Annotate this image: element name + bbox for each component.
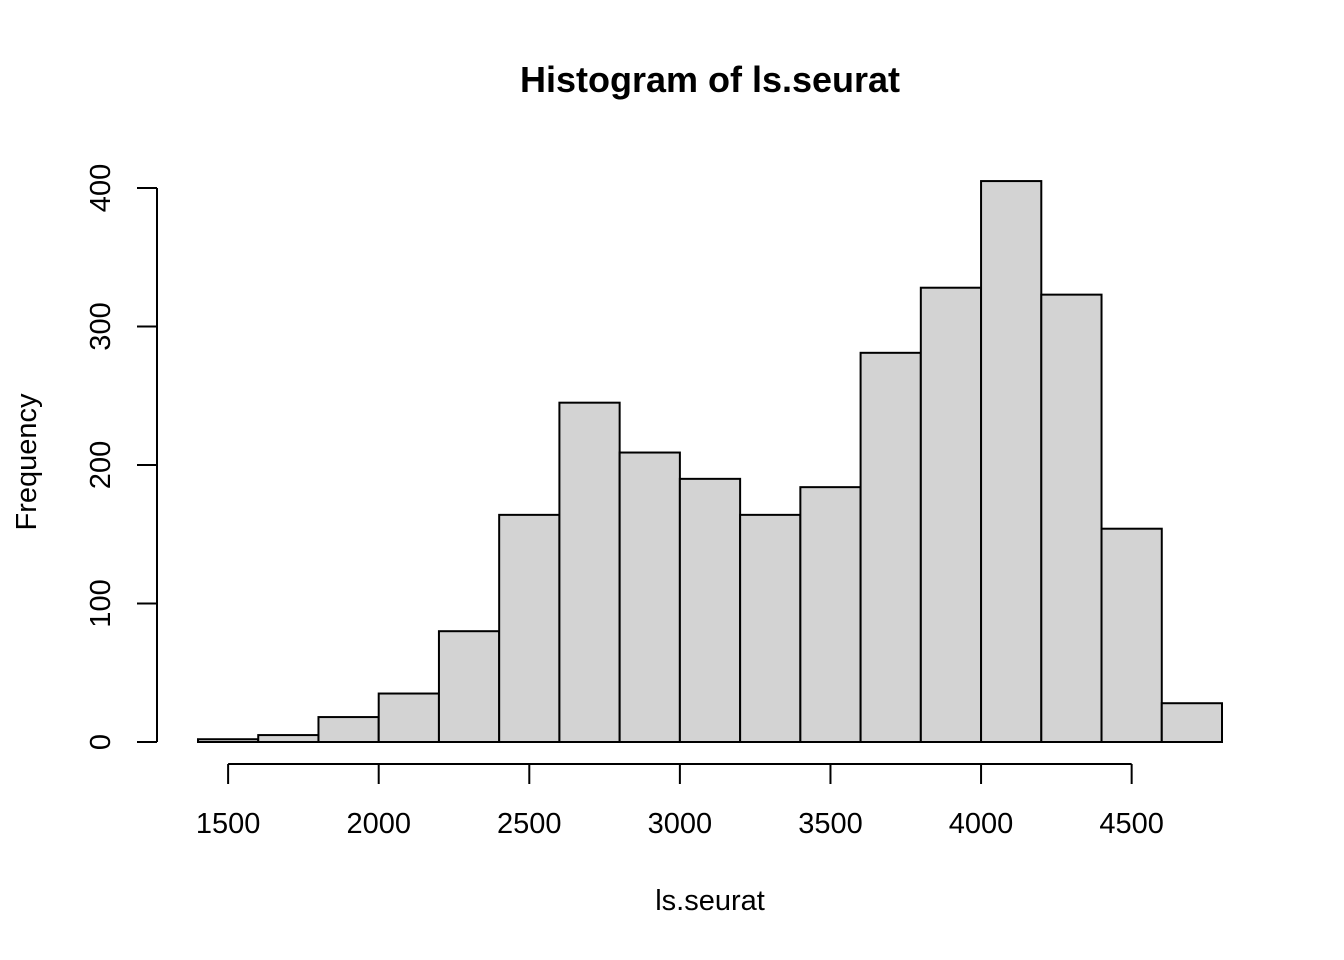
x-tick-label: 1500	[196, 808, 261, 840]
chart-title: Histogram of ls.seurat	[520, 59, 900, 100]
histogram-bar	[618, 451, 681, 743]
histogram-bar	[1040, 293, 1103, 743]
histogram-bar	[558, 401, 621, 743]
histogram-bar	[919, 286, 983, 743]
histogram-bar	[437, 630, 501, 744]
bars-group	[197, 180, 1223, 744]
y-axis-label: Frequency	[11, 393, 43, 531]
x-tick-label: 2000	[346, 808, 411, 840]
x-tick-label: 2500	[497, 808, 562, 840]
histogram-bar	[678, 477, 742, 743]
histogram-bar	[257, 734, 320, 744]
y-tick-label: 0	[85, 734, 117, 750]
y-tick-label: 300	[85, 302, 117, 350]
histogram-bar	[498, 513, 561, 743]
histogram-bar	[1100, 527, 1163, 744]
x-tick-label: 3000	[648, 808, 713, 840]
y-tick-label: 400	[85, 164, 117, 212]
x-tick-label: 4000	[949, 808, 1014, 840]
y-axis: 0 100 200 300 400	[85, 164, 158, 750]
x-tick-label: 4500	[1099, 808, 1164, 840]
histogram-bar	[197, 738, 260, 743]
x-axis: 1500 2000 2500 3000 3500 4000 4500	[196, 763, 1164, 840]
histogram-bar	[980, 180, 1043, 743]
histogram-bar	[317, 716, 380, 744]
histogram-bar	[859, 351, 922, 743]
x-tick-label: 3500	[798, 808, 863, 840]
histogram-bar	[377, 692, 440, 744]
y-tick-label: 200	[85, 441, 117, 489]
histogram-bar	[799, 486, 862, 743]
histogram-bar	[1160, 702, 1223, 743]
y-tick-label: 100	[85, 579, 117, 627]
histogram-bar	[739, 513, 802, 743]
x-axis-label: ls.seurat	[655, 885, 765, 917]
